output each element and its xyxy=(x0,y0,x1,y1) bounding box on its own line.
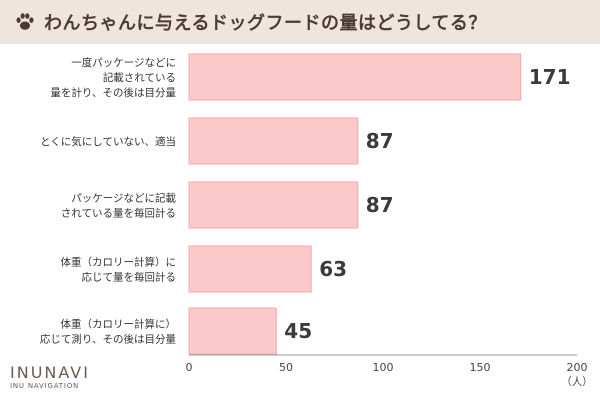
value-label-4: 63 xyxy=(319,257,347,281)
x-tick-50: 50 xyxy=(279,361,293,374)
x-tick-0: 0 xyxy=(186,361,193,374)
value-label-1: 171 xyxy=(529,65,571,89)
x-tick-200: 200 xyxy=(567,361,588,374)
paw-icon xyxy=(16,13,34,30)
value-label-5: 45 xyxy=(284,319,312,343)
bar-5 xyxy=(188,307,277,355)
category-label-1: 一度パッケージなどに記載されている量を計り、その後は目分量 xyxy=(50,56,176,99)
x-axis-unit-label: （人） xyxy=(561,376,593,388)
logo-sub-text: INU NAVIGATION xyxy=(10,382,80,390)
chart-title: わんちゃんに与えるドッグフードの量はどうしてる？ xyxy=(44,13,487,34)
bar-1 xyxy=(188,53,522,101)
chart-header: わんちゃんに与えるドッグフードの量はどうしてる？ xyxy=(0,0,600,44)
bar-4 xyxy=(188,245,312,293)
logo-main-text: INUNAVI xyxy=(10,363,90,382)
value-label-2: 87 xyxy=(366,129,394,153)
bar-chart: 171 一度パッケージなどに記載されている量を計り、その後は目分量 87 とくに気にし… xyxy=(40,53,593,388)
bar-3 xyxy=(188,181,359,229)
x-tick-100: 100 xyxy=(373,361,394,374)
value-label-3: 87 xyxy=(366,193,394,217)
category-label-4: 体重（カロリー計算）に応じて量を毎回計る xyxy=(61,256,177,284)
bar-2 xyxy=(188,117,359,165)
category-label-3: パッケージなどに記載されている量を毎回計る xyxy=(61,192,177,220)
category-label-2: とくに気にしていない、適当 xyxy=(40,135,176,148)
category-label-5: 体重（カロリー計算に）応じて測り、その後は目分量 xyxy=(40,318,177,346)
x-tick-150: 150 xyxy=(470,361,491,374)
inunavi-logo: INUNAVI INU NAVIGATION xyxy=(10,364,90,391)
